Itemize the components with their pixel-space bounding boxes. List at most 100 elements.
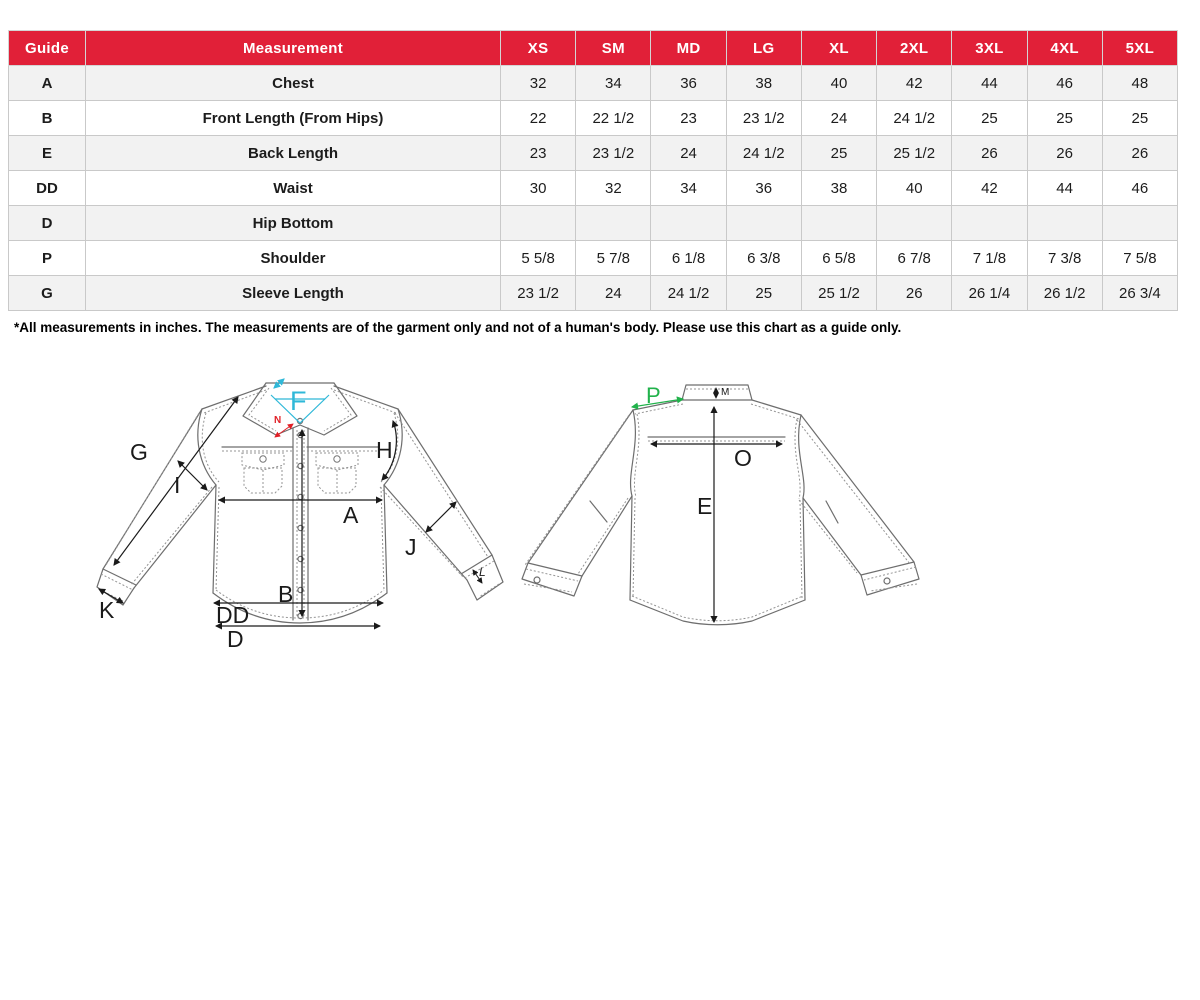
front-label-DD: DD: [216, 602, 250, 628]
value-cell: 24 1/2: [725, 135, 802, 171]
size-table: Guide Measurement XS SM MD LG XL 2XL 3XL…: [8, 30, 1179, 311]
guide-cell: E: [8, 135, 86, 171]
measurement-cell: Chest: [85, 65, 501, 101]
value-cell: 26 1/2: [1026, 275, 1103, 311]
value-cell: 5 5/8: [499, 240, 577, 276]
measurement-cell: Back Length: [85, 135, 501, 171]
value-cell: 38: [800, 170, 878, 206]
value-cell: 48: [1101, 65, 1179, 101]
value-cell: 44: [1026, 170, 1103, 206]
value-cell: 38: [725, 65, 802, 101]
table-row-chest: A Chest 32 34 36 38 40 42 44 46 48: [8, 65, 1179, 101]
value-cell: [800, 205, 878, 241]
value-cell: 23: [499, 135, 577, 171]
header-size-xs: XS: [499, 30, 577, 66]
value-cell: 36: [725, 170, 802, 206]
value-cell: 5 7/8: [575, 240, 652, 276]
table-row-shoulder: P Shoulder 5 5/8 5 7/8 6 1/8 6 3/8 6 5/8…: [8, 240, 1179, 276]
value-cell: 25: [725, 275, 802, 311]
value-cell: 7 3/8: [1026, 240, 1103, 276]
front-view-line-art: [96, 378, 504, 630]
front-measure-arrows: [98, 396, 457, 630]
value-cell: 23 1/2: [575, 135, 652, 171]
value-cell: 25 1/2: [800, 275, 878, 311]
back-view-line-art: [521, 384, 920, 626]
size-table-header-row: Guide Measurement XS SM MD LG XL 2XL 3XL…: [8, 30, 1179, 66]
table-row-back-length: E Back Length 23 23 1/2 24 24 1/2 25 25 …: [8, 135, 1179, 171]
back-label-E: E: [697, 493, 713, 519]
front-label-J: J: [405, 534, 417, 560]
front-label-L: L: [479, 565, 486, 579]
measurement-cell: Hip Bottom: [85, 205, 501, 241]
guide-cell: DD: [8, 170, 86, 206]
value-cell: 26: [1026, 135, 1103, 171]
back-measure-arrows: [649, 405, 784, 624]
value-cell: 22 1/2: [575, 100, 652, 136]
value-cell: [499, 205, 577, 241]
guide-cell: G: [8, 275, 86, 311]
front-label-B: B: [278, 581, 294, 607]
value-cell: 22: [499, 100, 577, 136]
measurement-cell: Shoulder: [85, 240, 501, 276]
header-size-4xl: 4XL: [1026, 30, 1103, 66]
back-garment-outline: [521, 384, 920, 626]
value-cell: 36: [650, 65, 727, 101]
value-cell: 24: [650, 135, 727, 171]
front-label-N: N: [274, 415, 282, 426]
value-cell: 6 7/8: [876, 240, 953, 276]
guide-cell: P: [8, 240, 86, 276]
guide-cell: A: [8, 65, 86, 101]
value-cell: 26: [876, 275, 953, 311]
front-label-A: A: [343, 502, 359, 528]
value-cell: 25: [951, 100, 1028, 136]
footnote: *All measurements in inches. The measure…: [14, 320, 902, 335]
value-cell: 23 1/2: [499, 275, 577, 311]
header-size-5xl: 5XL: [1101, 30, 1179, 66]
value-cell: 34: [650, 170, 727, 206]
back-stitch-lines: [523, 388, 918, 622]
front-label-K: K: [99, 597, 115, 623]
value-cell: 24 1/2: [876, 100, 953, 136]
header-measurement: Measurement: [85, 30, 501, 66]
table-row-sleeve-length: G Sleeve Length 23 1/2 24 24 1/2 25 25 1…: [8, 275, 1179, 311]
front-cuff-arrow-L: [472, 569, 483, 584]
back-label-M: M: [721, 387, 730, 398]
value-cell: 40: [800, 65, 878, 101]
value-cell: 6 3/8: [725, 240, 802, 276]
header-guide: Guide: [8, 30, 86, 66]
value-cell: 46: [1026, 65, 1103, 101]
measurement-cell: Sleeve Length: [85, 275, 501, 311]
value-cell: [1101, 205, 1179, 241]
value-cell: 40: [876, 170, 953, 206]
header-size-xl: XL: [800, 30, 878, 66]
value-cell: 23: [650, 100, 727, 136]
measurement-cell: Waist: [85, 170, 501, 206]
value-cell: 25 1/2: [876, 135, 953, 171]
table-row-front-length: B Front Length (From Hips) 22 22 1/2 23 …: [8, 100, 1179, 136]
value-cell: 25: [800, 135, 878, 171]
value-cell: 25: [1026, 100, 1103, 136]
value-cell: 7 1/8: [951, 240, 1028, 276]
front-label-D: D: [227, 626, 244, 652]
front-pocket-buttons: [259, 455, 341, 463]
table-row-waist: DD Waist 30 32 34 36 38 40 42 44 46: [8, 170, 1179, 206]
value-cell: 26 1/4: [951, 275, 1028, 311]
value-cell: 42: [951, 170, 1028, 206]
value-cell: 6 5/8: [800, 240, 878, 276]
back-shoulder-arrow-P: [630, 396, 685, 410]
value-cell: [575, 205, 652, 241]
front-collar-annotation-F: [270, 378, 330, 424]
value-cell: 26: [951, 135, 1028, 171]
value-cell: 46: [1101, 170, 1179, 206]
value-cell: [876, 205, 953, 241]
value-cell: 24: [575, 275, 652, 311]
back-label-P: P: [646, 383, 661, 408]
value-cell: 24 1/2: [650, 275, 727, 311]
value-cell: 26: [1101, 135, 1179, 171]
header-size-2xl: 2XL: [876, 30, 953, 66]
value-cell: [725, 205, 802, 241]
value-cell: 23 1/2: [725, 100, 802, 136]
front-label-H: H: [376, 437, 393, 463]
value-cell: 44: [951, 65, 1028, 101]
